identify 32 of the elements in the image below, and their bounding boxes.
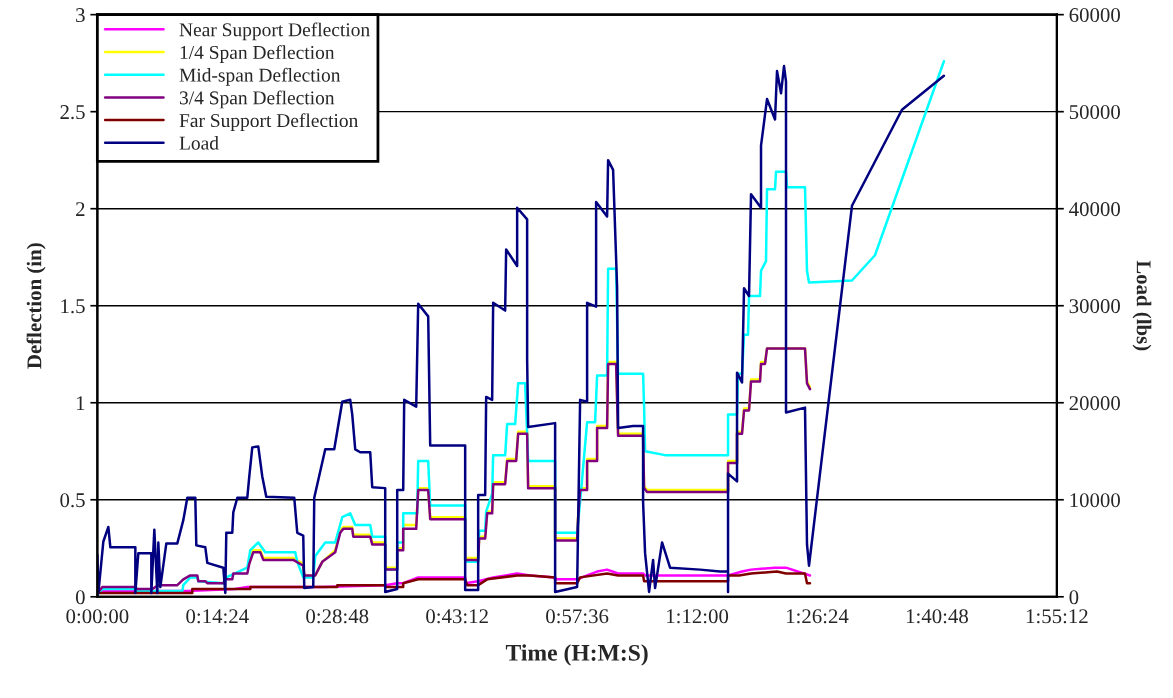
y2-tick-label: 50000: [1069, 105, 1120, 120]
x-tick-label: 0:57:36: [546, 609, 609, 624]
x-tick-label: 1:55:12: [1026, 609, 1088, 624]
x-tick-label: 0:00:00: [66, 609, 129, 624]
y-tick-label: 2: [76, 202, 85, 216]
legend-label: Load: [179, 136, 219, 150]
x-tick-label: 1:26:24: [787, 609, 849, 624]
legend-label: Far Support Deflection: [179, 113, 359, 132]
y2-tick-label: 10000: [1070, 493, 1120, 508]
legend-label: 3/4 Span Deflection: [179, 90, 335, 109]
y-axis-title: Deflection (in): [26, 243, 46, 369]
legend-label: Mid-span Deflection: [179, 67, 341, 86]
y2-tick-label: 60000: [1069, 8, 1120, 23]
y2-tick-label: 0: [1069, 590, 1079, 605]
y-tick-label: 1.5: [61, 299, 85, 314]
legend-label: Near Support Deflection: [179, 22, 370, 41]
y2-axis-title: Load (lbs): [1132, 260, 1152, 351]
y-tick-label: 1: [76, 396, 85, 410]
y2-tick-label: 40000: [1069, 202, 1120, 217]
y2-tick-label: 30000: [1069, 299, 1120, 314]
x-tick-label: 0:28:48: [306, 609, 369, 624]
y-tick-label: 0.5: [60, 493, 85, 508]
x-tick-label: 0:43:12: [426, 609, 488, 624]
x-axis-title: Time (H:M:S): [505, 644, 648, 666]
y2-tick-label: 20000: [1069, 396, 1120, 411]
y-tick-label: 3: [76, 8, 85, 23]
y-tick-label: 2.5: [60, 105, 85, 120]
x-tick-label: 0:14:24: [186, 609, 249, 624]
legend-label: 1/4 Span Deflection: [180, 45, 335, 63]
y-tick-label: 0: [75, 590, 85, 605]
x-tick-label: 1:40:48: [906, 609, 968, 624]
x-tick-label: 1:12:00: [667, 609, 729, 624]
